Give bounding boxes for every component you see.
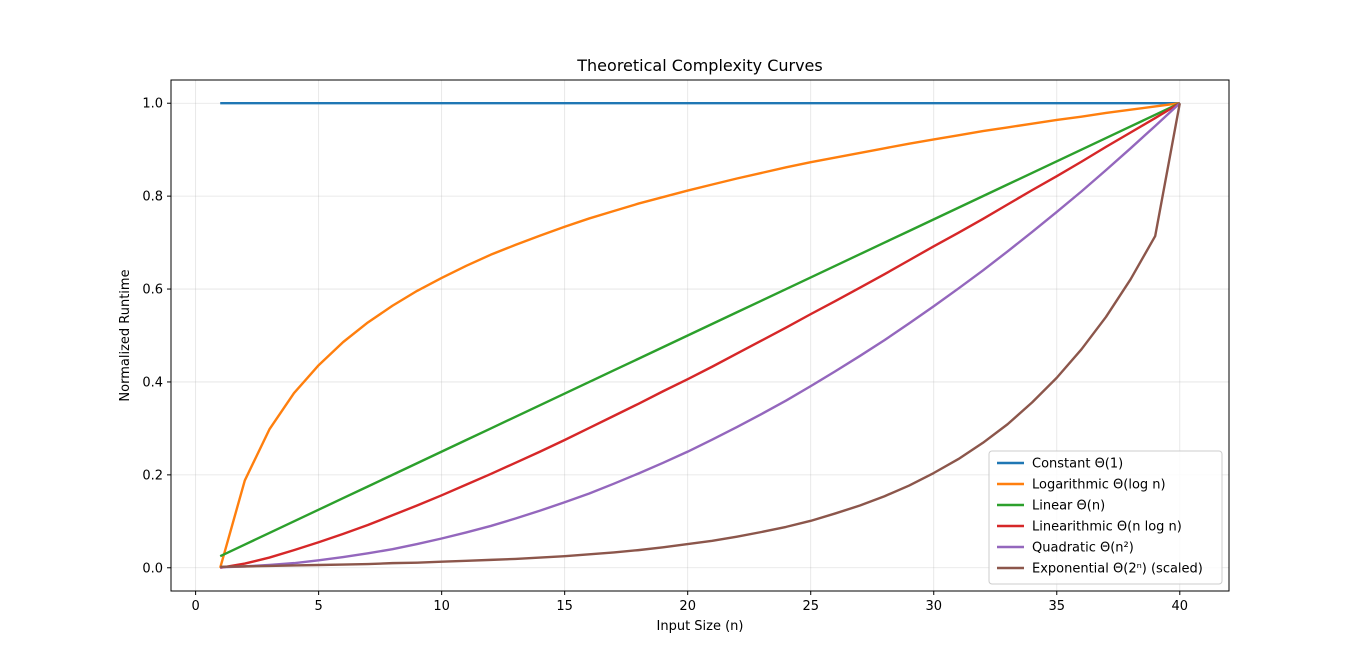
x-tick-label: 25 xyxy=(802,599,819,614)
legend-label: Logarithmic Θ(log n) xyxy=(1032,478,1166,493)
legend-label: Linear Θ(n) xyxy=(1032,499,1105,514)
legend-label: Linearithmic Θ(n log n) xyxy=(1032,520,1182,535)
x-tick-label: 5 xyxy=(314,599,322,614)
x-tick-label: 40 xyxy=(1172,599,1189,614)
axes-frame xyxy=(170,79,1230,592)
x-tick-label: 0 xyxy=(191,599,199,614)
series-lines xyxy=(219,102,1181,569)
x-tick-label: 35 xyxy=(1048,599,1065,614)
chart-title: Theoretical Complexity Curves xyxy=(576,56,822,75)
x-tick-label: 30 xyxy=(925,599,942,614)
series-line-4 xyxy=(220,102,1181,569)
legend-box xyxy=(988,450,1223,585)
legend-label: Exponential Θ(2ⁿ) (scaled) xyxy=(1032,562,1203,577)
y-tick-label: 0.8 xyxy=(142,190,163,205)
y-tick-label: 0.6 xyxy=(142,283,163,298)
series-line-2 xyxy=(219,102,1181,558)
x-tick-label: 20 xyxy=(679,599,696,614)
x-tick-label: 15 xyxy=(556,599,573,614)
legend: Constant Θ(1) Logarithmic Θ(log n) Linear … xyxy=(988,450,1223,585)
y-tick-label: 0.4 xyxy=(142,375,163,390)
y-tick-label: 0.0 xyxy=(142,561,163,576)
series-line-1 xyxy=(219,102,1180,569)
series-line-5 xyxy=(220,103,1181,569)
legend-label: Constant Θ(1) xyxy=(1032,457,1123,472)
x-axis-label: Input Size (n) xyxy=(657,619,744,634)
series-line-3 xyxy=(220,102,1181,569)
legend-label: Quadratic Θ(n²) xyxy=(1032,541,1134,556)
axis-ticks: 0 5 10 15 20 25 30 35 40 0.0 0.2 0.4 0.6 0.8 1.0 xyxy=(142,97,1188,614)
y-tick-label: 0.2 xyxy=(142,468,163,483)
y-axis-label: Normalized Runtime xyxy=(118,269,133,401)
x-tick-label: 10 xyxy=(433,599,450,614)
y-tick-label: 1.0 xyxy=(142,97,163,112)
